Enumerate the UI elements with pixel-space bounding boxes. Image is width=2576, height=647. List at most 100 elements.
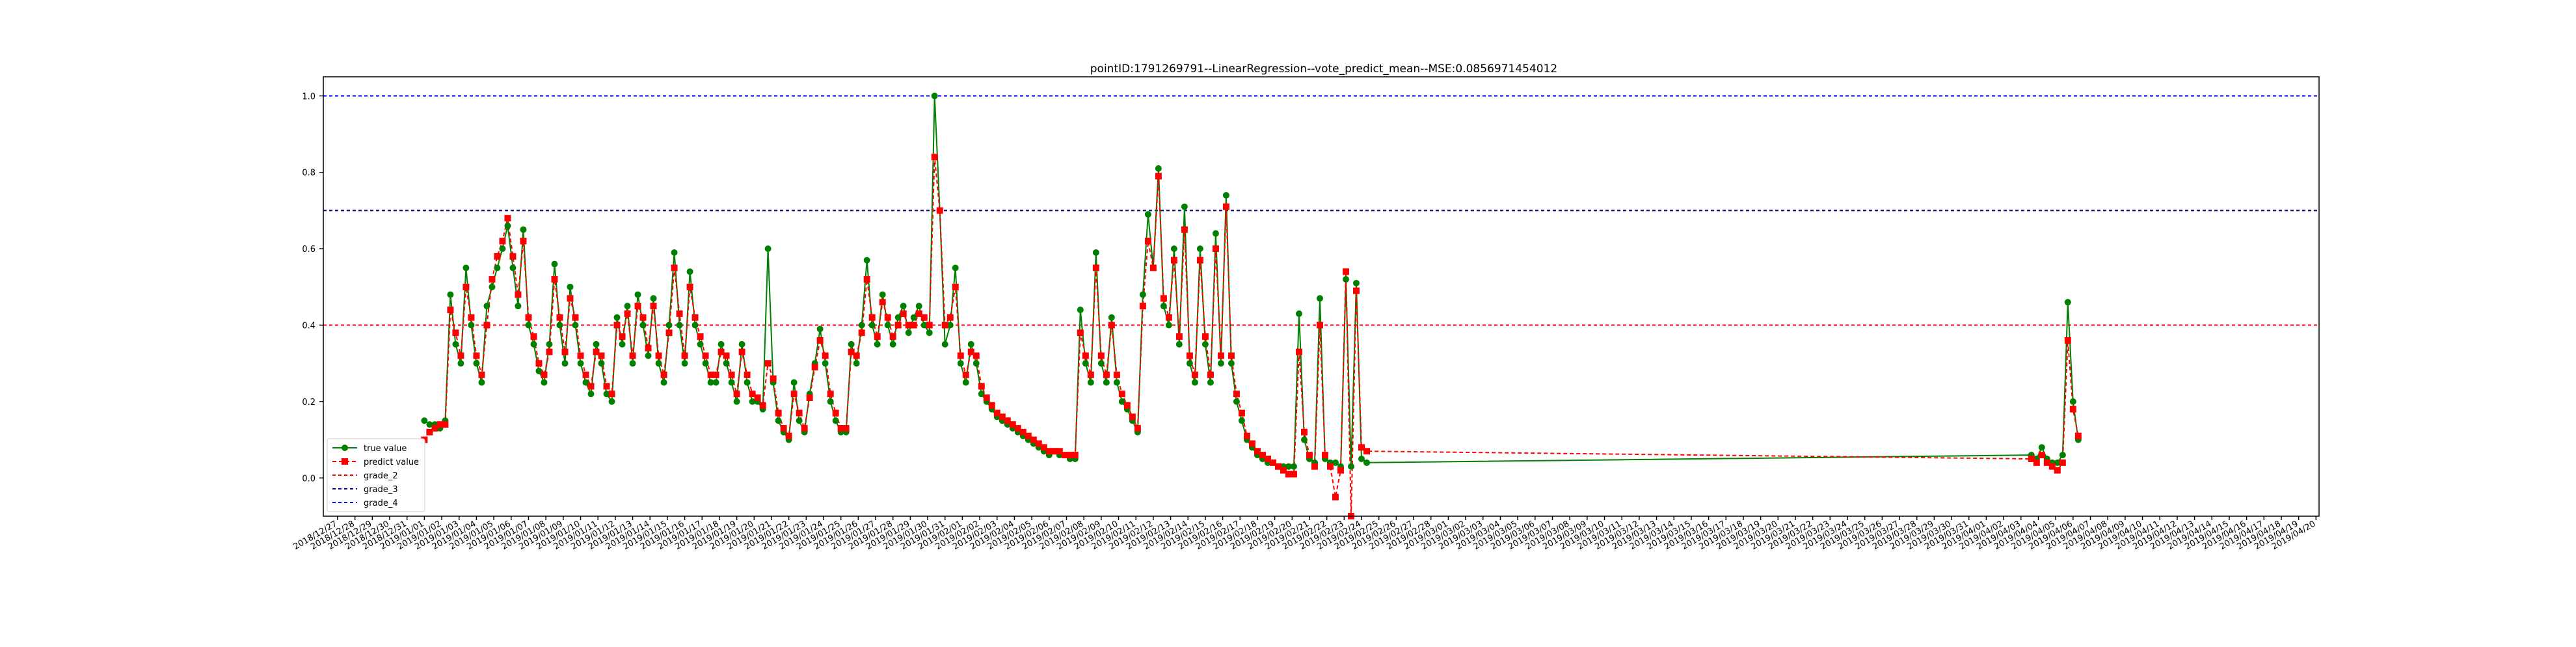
predict-value-point [1056,448,1063,455]
true-value-point [1353,279,1360,286]
predict-value-point [468,314,475,321]
true-value-point [1170,245,1177,253]
true-value-point [1139,291,1146,298]
predict-value-point [712,371,719,378]
predict-value-point [463,283,470,290]
true-value-point [884,322,891,329]
predict-value-point [1264,455,1271,462]
true-value-point [1087,379,1094,386]
predict-value-point [645,344,652,351]
legend-marker-circle [342,445,348,451]
predict-value-point [587,383,595,390]
predict-value-point [1134,425,1141,432]
true-value-point [582,379,589,386]
predict-value-point [442,421,449,428]
predict-value-point [858,329,865,337]
predict-value-point [879,299,886,306]
predict-value-point [728,371,735,378]
predict-value-point [1233,391,1240,398]
true-value-point [1196,245,1203,253]
true-value-point [900,303,907,310]
true-value-point [874,340,881,348]
true-value-point [1363,459,1371,466]
predict-value-point [1051,448,1058,455]
true-value-point [645,352,652,359]
predict-value-point [525,314,532,321]
true-value-point [452,340,459,348]
true-value-point [1160,303,1167,310]
predict-value-point [1337,467,1345,474]
predict-value-point [988,402,995,409]
predict-value-point [515,291,522,298]
predict-value-point [1207,371,1214,378]
predict-value-point [681,352,688,359]
predict-value-point [1009,421,1016,428]
true-value-point [863,256,870,264]
predict-value-point [973,352,980,359]
predict-value-point [1129,413,1136,420]
predict-value-point [2059,459,2066,466]
true-value-point [691,322,699,329]
predict-value-point [1285,471,1292,478]
true-value-point [1077,307,1084,314]
true-value-point [676,322,683,329]
predict-value-point [1300,428,1308,435]
predict-value-point [775,409,782,417]
true-value-point [457,360,464,367]
true-value-point [499,245,506,253]
y-tick-label: 0.0 [302,474,315,484]
predict-value-point [655,352,662,359]
predict-value-point [1014,425,1021,432]
true-value-point [2069,398,2076,405]
legend-label: true value [364,444,407,454]
predict-value-point [1228,352,1235,359]
predict-value-point [2048,463,2056,470]
legend-marker-square [342,458,348,465]
legend-box [327,438,425,512]
predict-value-point [629,352,636,359]
predict-value-point [1306,452,1313,459]
predict-value-point [702,352,709,359]
predict-value-point [1160,295,1167,302]
predict-value-point [665,329,673,337]
predict-value-point [676,310,683,317]
true-value-point [1228,360,1235,367]
predict-value-point [2038,452,2045,459]
predict-value-point [920,314,928,321]
predict-value-point [1139,303,1146,310]
predict-value-point [457,352,464,359]
predict-value-point [530,333,537,340]
predict-value-point [650,303,657,310]
predict-value-point [691,314,699,321]
predict-value-point [915,310,922,317]
predict-value-point [983,394,990,402]
true-value-point [593,340,600,348]
chart-title: pointID:1791269791--LinearRegression--vo… [1090,62,1557,76]
predict-value-point [489,276,496,283]
legend-label: predict value [364,458,419,467]
predict-value-point [978,383,985,390]
predict-value-point [660,371,667,378]
predict-value-point [1103,371,1110,378]
true-value-point [639,322,647,329]
predict-value-point [738,348,745,355]
predict-value-point [936,207,943,214]
predict-value-point [431,425,438,432]
predict-value-point [744,371,751,378]
predict-value-point [842,425,850,432]
true-value-point [525,322,532,329]
predict-value-point [697,333,704,340]
predict-value-point [764,360,771,367]
predict-value-point [957,352,964,359]
true-value-point [577,360,584,367]
predict-value-point [1311,463,1318,470]
true-value-point [665,322,673,329]
predict-value-point [894,322,902,329]
true-value-point [509,264,517,271]
predict-value-point [1108,322,1115,329]
predict-value-point [1280,467,1287,474]
predict-value-point [806,394,813,402]
true-value-point [447,291,454,298]
predict-value-point [926,322,933,329]
